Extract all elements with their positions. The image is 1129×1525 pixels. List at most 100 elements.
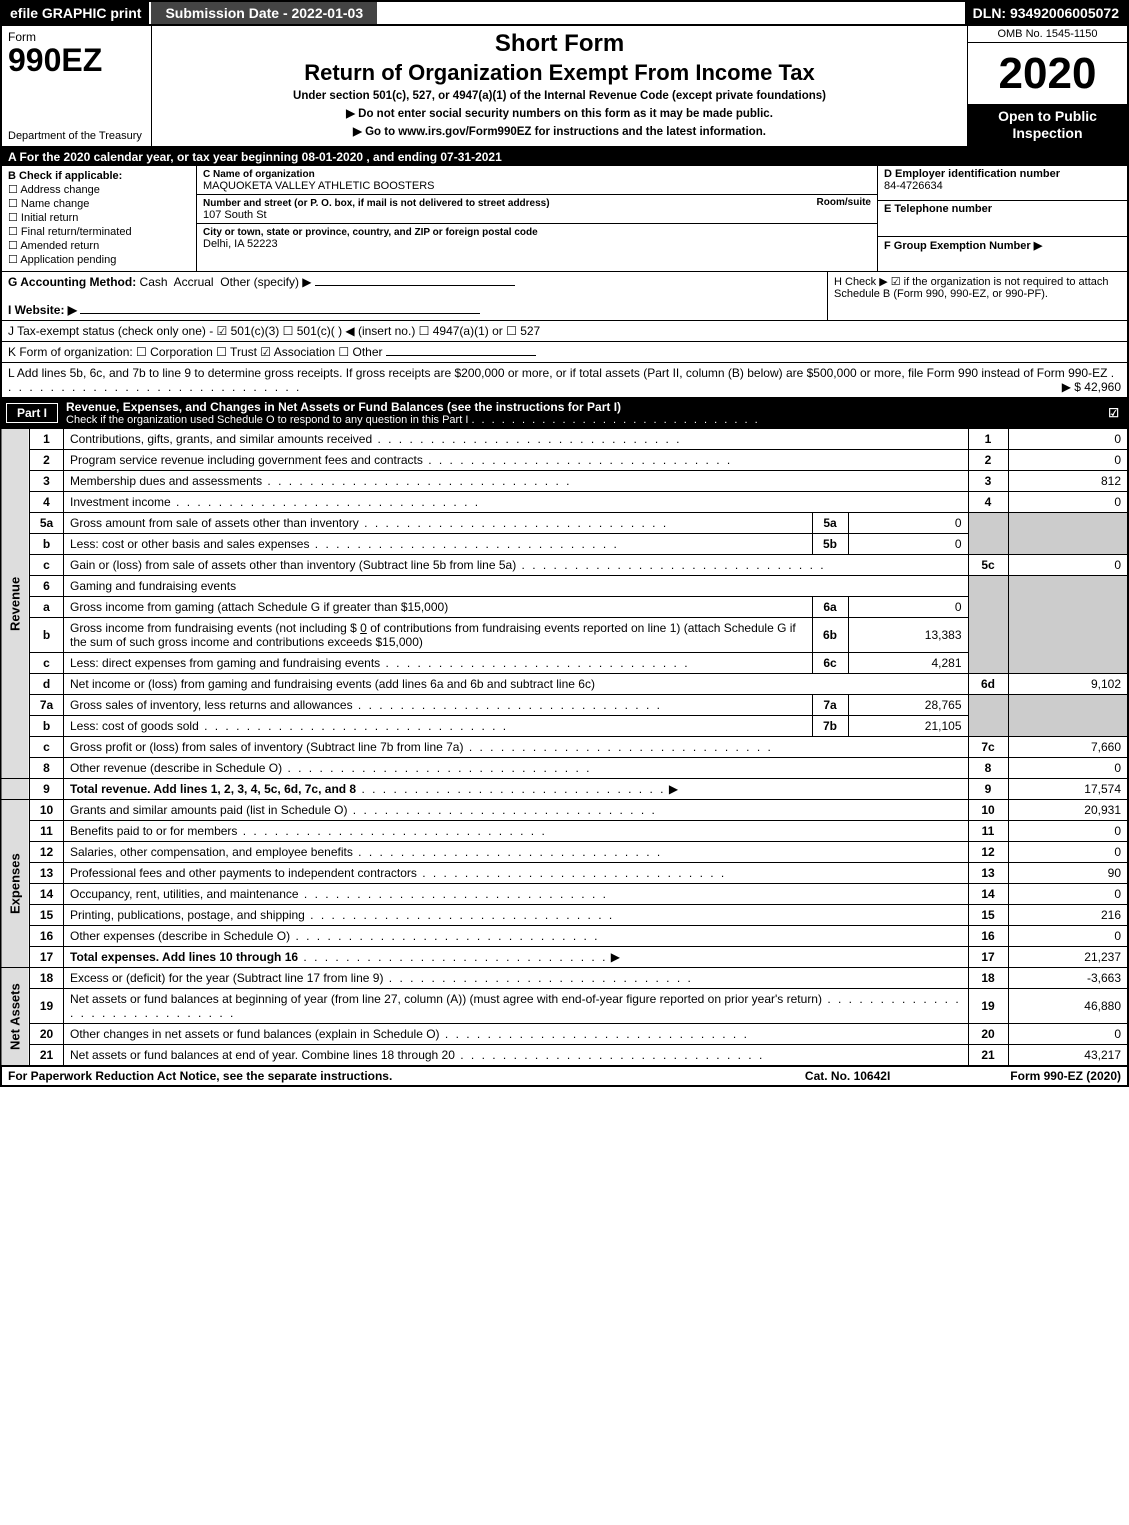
i-website-blank[interactable] [80, 313, 480, 314]
chk-name-change[interactable]: Name change [8, 197, 190, 210]
l1-n: 1 [30, 429, 64, 450]
l20-rv: 0 [1008, 1024, 1128, 1045]
c-label: C Name of organization [203, 169, 315, 180]
l5c-rv: 0 [1008, 555, 1128, 576]
side-expenses: Expenses [1, 800, 30, 968]
chk-final-return[interactable]: Final return/terminated [8, 225, 190, 238]
l12-rv: 0 [1008, 842, 1128, 863]
l16-rv: 0 [1008, 926, 1128, 947]
l6-d: Gaming and fundraising events [64, 576, 969, 597]
line-6a: a Gross income from gaming (attach Sched… [1, 597, 1128, 618]
l-text: L Add lines 5b, 6c, and 7b to line 9 to … [8, 366, 1107, 380]
l6c-sn: 6c [812, 653, 848, 674]
l7ab-grey-rv [1008, 695, 1128, 737]
line-5a: 5a Gross amount from sale of assets othe… [1, 513, 1128, 534]
l14-rv: 0 [1008, 884, 1128, 905]
tax-year: 2020 [968, 43, 1127, 104]
l19-d: Net assets or fund balances at beginning… [70, 992, 961, 1020]
l16-n: 16 [30, 926, 64, 947]
omb-number: OMB No. 1545-1150 [968, 26, 1127, 43]
l18-rv: -3,663 [1008, 968, 1128, 989]
g-other-blank[interactable] [315, 285, 515, 286]
l7a-sn: 7a [812, 695, 848, 716]
l17-d: Total expenses. Add lines 10 through 16 [70, 950, 298, 964]
l-val: ▶ $ 42,960 [1062, 380, 1121, 394]
l7c-d: Gross profit or (loss) from sales of inv… [70, 740, 773, 754]
l2-d: Program service revenue including govern… [70, 453, 732, 467]
row-j: J Tax-exempt status (check only one) - ☑… [2, 321, 1127, 342]
part1-title-text: Revenue, Expenses, and Changes in Net As… [66, 400, 621, 414]
l1-rn: 1 [968, 429, 1008, 450]
l15-rn: 15 [968, 905, 1008, 926]
k-other-blank[interactable] [386, 355, 536, 356]
l10-d: Grants and similar amounts paid (list in… [70, 803, 657, 817]
addr-label: Number and street (or P. O. box, if mail… [203, 198, 550, 209]
h-text: H Check ▶ ☑ if the organization is not r… [834, 276, 1109, 300]
title-return-exempt: Return of Organization Exempt From Incom… [160, 60, 959, 86]
l6a-sn: 6a [812, 597, 848, 618]
chk-address-change[interactable]: Address change [8, 183, 190, 196]
line-10: Expenses 10 Grants and similar amounts p… [1, 800, 1128, 821]
org-name: MAQUOKETA VALLEY ATHLETIC BOOSTERS [203, 180, 434, 192]
line-12: 12 Salaries, other compensation, and emp… [1, 842, 1128, 863]
l19-rn: 19 [968, 989, 1008, 1024]
info-right: D Employer identification number 84-4726… [877, 166, 1127, 271]
l3-rn: 3 [968, 471, 1008, 492]
l6b-sn: 6b [812, 618, 848, 653]
l7b-sv: 21,105 [848, 716, 968, 737]
phone-row: E Telephone number [878, 201, 1127, 236]
l5c-n: c [30, 555, 64, 576]
dept-treasury: Department of the Treasury [8, 130, 145, 142]
city-label: City or town, state or province, country… [203, 227, 538, 238]
line-11: 11 Benefits paid to or for members 11 0 [1, 821, 1128, 842]
l6d-n: d [30, 674, 64, 695]
l5b-d: Less: cost or other basis and sales expe… [70, 537, 619, 551]
g-other[interactable]: Other (specify) ▶ [220, 275, 311, 289]
l9-dots [356, 782, 665, 796]
note-link[interactable]: ▶ Go to www.irs.gov/Form990EZ for instru… [160, 124, 959, 138]
l12-rn: 12 [968, 842, 1008, 863]
l4-n: 4 [30, 492, 64, 513]
line-20: 20 Other changes in net assets or fund b… [1, 1024, 1128, 1045]
l5ab-grey-rv [1008, 513, 1128, 555]
dln: DLN: 93492006005072 [965, 2, 1127, 24]
line-16: 16 Other expenses (describe in Schedule … [1, 926, 1128, 947]
l19-n: 19 [30, 989, 64, 1024]
line-5c: c Gain or (loss) from sale of assets oth… [1, 555, 1128, 576]
check-b: B Check if applicable: Address change Na… [2, 166, 197, 271]
efile-print[interactable]: efile GRAPHIC print [2, 2, 149, 24]
ein-row: D Employer identification number 84-4726… [878, 166, 1127, 201]
org-addr-row: Number and street (or P. O. box, if mail… [197, 195, 877, 224]
l7ab-grey-rn [968, 695, 1008, 737]
l9-d: Total revenue. Add lines 1, 2, 3, 4, 5c,… [70, 782, 356, 796]
l6d-d: Net income or (loss) from gaming and fun… [64, 674, 969, 695]
form-number: 990EZ [8, 44, 145, 76]
l6c-sv: 4,281 [848, 653, 968, 674]
l11-n: 11 [30, 821, 64, 842]
l15-d: Printing, publications, postage, and shi… [70, 908, 614, 922]
footer: For Paperwork Reduction Act Notice, see … [0, 1066, 1129, 1087]
l2-rn: 2 [968, 450, 1008, 471]
l7b-sn: 7b [812, 716, 848, 737]
l4-d: Investment income [70, 495, 480, 509]
l6c-n: c [30, 653, 64, 674]
l20-d: Other changes in net assets or fund bala… [70, 1027, 749, 1041]
chk-application-pending[interactable]: Application pending [8, 253, 190, 266]
g-cash[interactable]: Cash [140, 275, 168, 289]
l21-rn: 21 [968, 1045, 1008, 1066]
chk-initial-return[interactable]: Initial return [8, 211, 190, 224]
part1-check[interactable]: ☑ [1108, 406, 1127, 420]
org-address: 107 South St [203, 209, 267, 221]
l21-rv: 43,217 [1008, 1045, 1128, 1066]
l14-rn: 14 [968, 884, 1008, 905]
inspect-line2: Inspection [1012, 125, 1082, 141]
l9-n: 9 [30, 779, 64, 800]
l3-rv: 812 [1008, 471, 1128, 492]
room-label: Room/suite [817, 197, 871, 208]
topbar-spacer [379, 2, 965, 24]
l6-n: 6 [30, 576, 64, 597]
l2-n: 2 [30, 450, 64, 471]
g-accrual[interactable]: Accrual [174, 275, 214, 289]
chk-amended-return[interactable]: Amended return [8, 239, 190, 252]
l13-d: Professional fees and other payments to … [70, 866, 726, 880]
